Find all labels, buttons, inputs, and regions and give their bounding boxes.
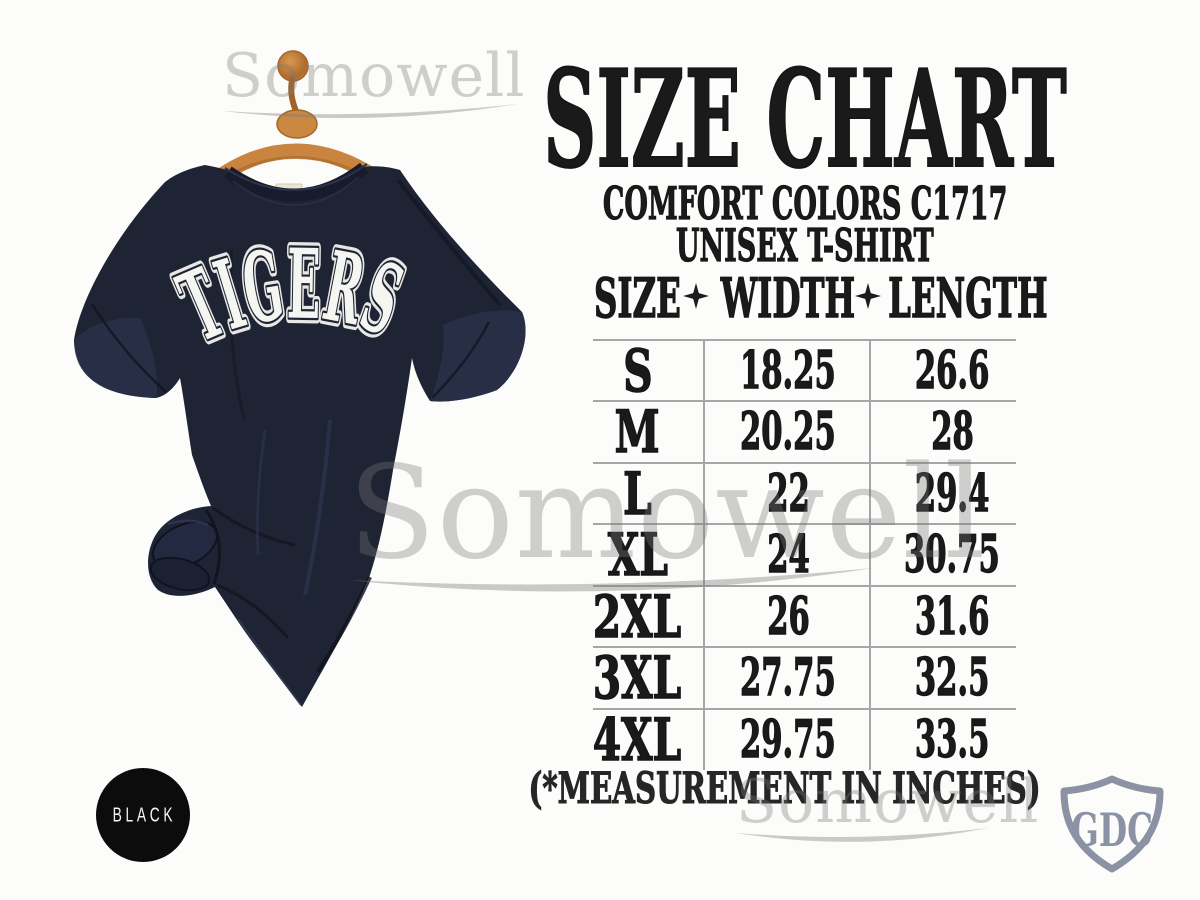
column-header-size: SIZE xyxy=(594,265,682,330)
length-value: 30.75 xyxy=(904,524,1001,585)
length-value: 29.4 xyxy=(914,463,990,524)
page-title: SIZE CHART xyxy=(455,40,1155,198)
brand-logo-shield: GDC xyxy=(1060,775,1164,873)
brand-logo-text: GDC xyxy=(1071,803,1153,857)
table-row: XL 24 30.75 xyxy=(0,520,1200,590)
length-value: 32.5 xyxy=(914,647,990,708)
length-value: 33.5 xyxy=(914,709,990,770)
sparkle-icon xyxy=(683,283,709,309)
page-title-text: SIZE CHART xyxy=(543,40,1068,198)
measurement-footnote: (*MEASUREMENT IN INCHES) xyxy=(528,763,1042,814)
table-divider xyxy=(869,339,871,770)
table-row: 3XL 27.75 32.5 xyxy=(0,643,1200,713)
t-shirt: TIGERS TIGERS TIGERS xyxy=(74,162,526,707)
table-line xyxy=(593,339,1016,341)
size-label: L xyxy=(623,459,653,529)
table-row: 2XL 26 31.6 xyxy=(0,582,1200,652)
width-value: 29.75 xyxy=(740,709,837,770)
subtitle-line2: UNISEX T-SHIRT xyxy=(676,219,935,272)
length-value: 31.6 xyxy=(914,586,990,647)
color-swatch-label: BLACK xyxy=(112,803,177,827)
size-label: XL xyxy=(607,520,668,590)
table-line xyxy=(593,523,1016,525)
width-value: 27.75 xyxy=(740,647,837,708)
table-line xyxy=(593,462,1016,464)
table-line xyxy=(593,708,1016,710)
table-row: 4XL 29.75 33.5 xyxy=(0,705,1200,775)
table-row: S 18.25 26.6 xyxy=(0,336,1200,406)
size-label: 3XL xyxy=(593,643,682,713)
column-header-width: WIDTH xyxy=(720,265,856,330)
size-label: M xyxy=(614,397,660,467)
size-label: 2XL xyxy=(593,582,682,652)
width-value: 24 xyxy=(766,524,810,585)
table-row: L 22 29.4 xyxy=(0,459,1200,529)
table-line xyxy=(593,646,1016,648)
width-value: 22 xyxy=(766,463,810,524)
shield-outline-icon xyxy=(1060,775,1164,873)
table-divider xyxy=(703,339,705,770)
shirt-knot xyxy=(149,509,221,592)
size-label: S xyxy=(622,336,653,406)
subtitle-line1: COMFORT COLORS C1717 xyxy=(602,177,1008,230)
width-value: 20.25 xyxy=(740,401,837,462)
table-row: M 20.25 28 xyxy=(0,397,1200,467)
length-value: 26.6 xyxy=(914,340,990,401)
width-value: 26 xyxy=(766,586,810,647)
color-swatch-badge: BLACK xyxy=(96,768,190,862)
table-line xyxy=(593,585,1016,587)
table-line xyxy=(593,400,1016,402)
size-label: 4XL xyxy=(593,705,682,775)
column-header-length: LENGTH xyxy=(888,265,1048,330)
length-value: 28 xyxy=(930,401,974,462)
sparkle-icon xyxy=(855,283,881,309)
width-value: 18.25 xyxy=(740,340,837,401)
